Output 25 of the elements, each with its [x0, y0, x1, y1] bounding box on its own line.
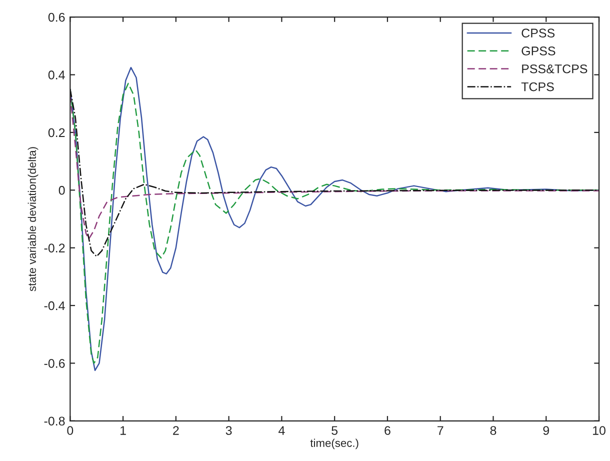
- legend-label: GPSS: [522, 46, 556, 56]
- legend-label: CPSS: [522, 28, 555, 38]
- legend-label: PSS&TCPS: [522, 64, 588, 74]
- x-tick-label: 6: [384, 426, 390, 435]
- y-tick-label: -0.6: [44, 359, 65, 368]
- x-tick-label: 1: [120, 426, 126, 435]
- legend-label: TCPS: [521, 82, 554, 92]
- x-tick-label: 2: [173, 426, 179, 435]
- x-tick-label: 4: [278, 426, 285, 435]
- x-tick-label: 8: [490, 426, 496, 435]
- x-axis-title: time(sec.): [310, 438, 358, 450]
- y-tick-label: -0.4: [44, 301, 65, 310]
- x-tick-label: 3: [226, 426, 232, 435]
- y-tick-label: 0: [58, 186, 65, 195]
- x-tick-label: 0: [67, 426, 74, 435]
- y-tick-label: 0.2: [48, 128, 65, 138]
- y-tick-label: -0.8: [44, 416, 65, 426]
- y-tick-label: 0.4: [48, 70, 65, 80]
- x-tick-label: 5: [332, 426, 338, 435]
- y-axis-title: state variable deviation(delta): [28, 147, 38, 292]
- x-tick-label: 7: [438, 426, 444, 435]
- x-tick-label: 10: [593, 426, 606, 435]
- y-tick-label: 0.6: [48, 12, 65, 22]
- x-tick-label: 9: [543, 426, 550, 435]
- y-tick-label: -0.2: [44, 244, 65, 252]
